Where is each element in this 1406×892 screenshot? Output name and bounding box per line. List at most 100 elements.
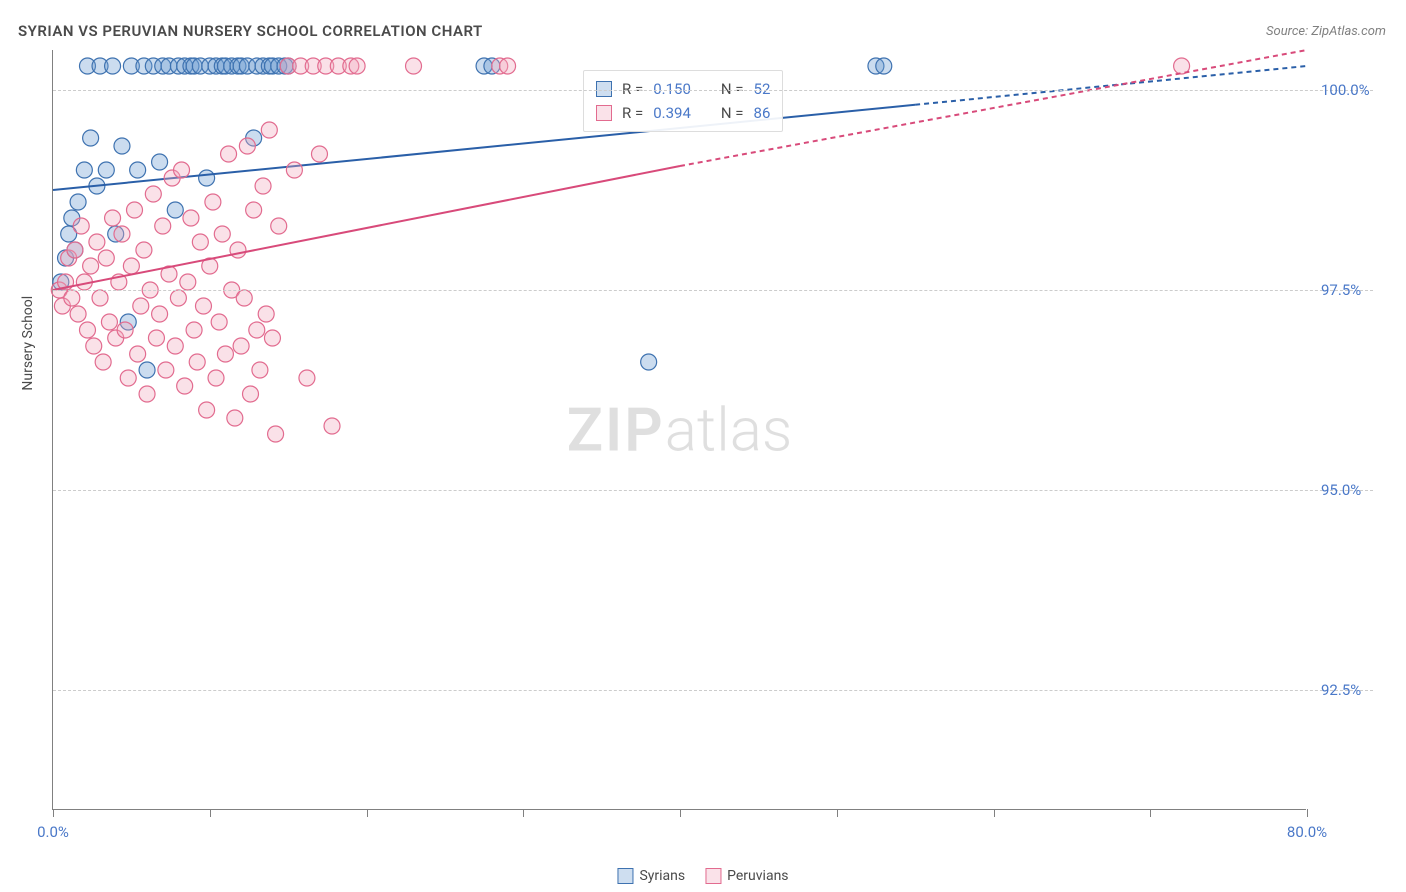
data-point-peruvians xyxy=(117,322,133,338)
data-point-peruvians xyxy=(311,146,327,162)
data-point-peruvians xyxy=(261,122,277,138)
data-point-syrians xyxy=(130,162,146,178)
x-tick xyxy=(1150,809,1151,817)
data-point-syrians xyxy=(76,162,92,178)
data-point-peruvians xyxy=(299,370,315,386)
data-point-peruvians xyxy=(152,306,168,322)
data-point-peruvians xyxy=(217,346,233,362)
stats-row-peruvians: R =0.394N =86 xyxy=(596,101,770,125)
data-point-peruvians xyxy=(95,354,111,370)
data-point-peruvians xyxy=(79,322,95,338)
data-point-peruvians xyxy=(158,362,174,378)
data-point-peruvians xyxy=(130,346,146,362)
stats-box: R =0.150N =52R =0.394N =86 xyxy=(583,70,783,132)
legend-bottom: SyriansPeruvians xyxy=(617,868,788,884)
data-point-syrians xyxy=(70,194,86,210)
data-point-peruvians xyxy=(243,386,259,402)
x-tick xyxy=(994,809,995,817)
legend-item-syrians: Syrians xyxy=(617,868,685,884)
data-point-peruvians xyxy=(211,314,227,330)
chart-title: SYRIAN VS PERUVIAN NURSERY SCHOOL CORREL… xyxy=(18,22,483,40)
data-point-peruvians xyxy=(221,146,237,162)
x-tick-label: 80.0% xyxy=(1287,823,1327,841)
data-point-syrians xyxy=(152,154,168,170)
data-point-syrians xyxy=(876,58,892,74)
swatch-peruvians-icon xyxy=(596,105,612,121)
data-point-syrians xyxy=(199,170,215,186)
plot-svg xyxy=(53,50,1306,809)
data-point-peruvians xyxy=(205,194,221,210)
data-point-peruvians xyxy=(67,242,83,258)
data-point-peruvians xyxy=(406,58,422,74)
data-point-peruvians xyxy=(170,290,186,306)
n-value: 86 xyxy=(754,101,771,125)
data-point-peruvians xyxy=(286,162,302,178)
y-tick-label: 97.5% xyxy=(1321,281,1361,299)
data-point-peruvians xyxy=(195,298,211,314)
data-point-peruvians xyxy=(199,402,215,418)
data-point-peruvians xyxy=(136,242,152,258)
swatch-peruvians-icon xyxy=(705,868,721,884)
data-point-peruvians xyxy=(167,338,183,354)
x-tick xyxy=(523,809,524,817)
swatch-syrians-icon xyxy=(596,81,612,97)
data-point-peruvians xyxy=(89,234,105,250)
stats-row-syrians: R =0.150N =52 xyxy=(596,77,770,101)
data-point-peruvians xyxy=(148,330,164,346)
data-point-peruvians xyxy=(239,138,255,154)
data-point-peruvians xyxy=(127,202,143,218)
data-point-peruvians xyxy=(64,290,80,306)
data-point-peruvians xyxy=(83,258,99,274)
y-tick-label: 95.0% xyxy=(1321,481,1361,499)
data-point-peruvians xyxy=(264,330,280,346)
data-point-syrians xyxy=(98,162,114,178)
data-point-peruvians xyxy=(86,338,102,354)
grid-line xyxy=(53,690,1373,691)
data-point-peruvians xyxy=(271,218,287,234)
data-point-syrians xyxy=(114,138,130,154)
data-point-peruvians xyxy=(189,354,205,370)
data-point-peruvians xyxy=(145,186,161,202)
trend-line-peruvians xyxy=(53,166,680,290)
data-point-peruvians xyxy=(92,290,108,306)
data-point-peruvians xyxy=(233,338,249,354)
data-point-peruvians xyxy=(183,210,199,226)
data-point-peruvians xyxy=(177,378,193,394)
data-point-peruvians xyxy=(133,298,149,314)
data-point-peruvians xyxy=(192,234,208,250)
data-point-peruvians xyxy=(98,250,114,266)
data-point-peruvians xyxy=(105,210,121,226)
x-tick-label: 0.0% xyxy=(37,823,69,841)
r-label: R = xyxy=(622,77,643,101)
swatch-syrians-icon xyxy=(617,868,633,884)
n-label: N = xyxy=(721,77,744,101)
grid-line xyxy=(53,90,1373,91)
data-point-peruvians xyxy=(246,202,262,218)
source-attribution: Source: ZipAtlas.com xyxy=(1266,24,1386,39)
data-point-peruvians xyxy=(214,226,230,242)
data-point-peruvians xyxy=(70,306,86,322)
trend-line-dashed-syrians xyxy=(915,66,1307,105)
data-point-peruvians xyxy=(73,218,89,234)
r-label: R = xyxy=(622,101,643,125)
data-point-peruvians xyxy=(139,386,155,402)
data-point-syrians xyxy=(641,354,657,370)
data-point-peruvians xyxy=(180,274,196,290)
data-point-peruvians xyxy=(155,218,171,234)
data-point-peruvians xyxy=(227,410,243,426)
data-point-syrians xyxy=(83,130,99,146)
y-tick-label: 92.5% xyxy=(1321,681,1361,699)
data-point-peruvians xyxy=(208,370,224,386)
data-point-peruvians xyxy=(349,58,365,74)
data-point-peruvians xyxy=(255,178,271,194)
data-point-peruvians xyxy=(123,258,139,274)
chart-container: SYRIAN VS PERUVIAN NURSERY SCHOOL CORREL… xyxy=(0,0,1406,892)
y-tick-label: 100.0% xyxy=(1321,81,1370,99)
data-point-peruvians xyxy=(101,314,117,330)
data-point-peruvians xyxy=(324,418,340,434)
data-point-peruvians xyxy=(500,58,516,74)
data-point-peruvians xyxy=(249,322,265,338)
data-point-syrians xyxy=(139,362,155,378)
x-tick xyxy=(53,809,54,817)
n-value: 52 xyxy=(754,77,771,101)
